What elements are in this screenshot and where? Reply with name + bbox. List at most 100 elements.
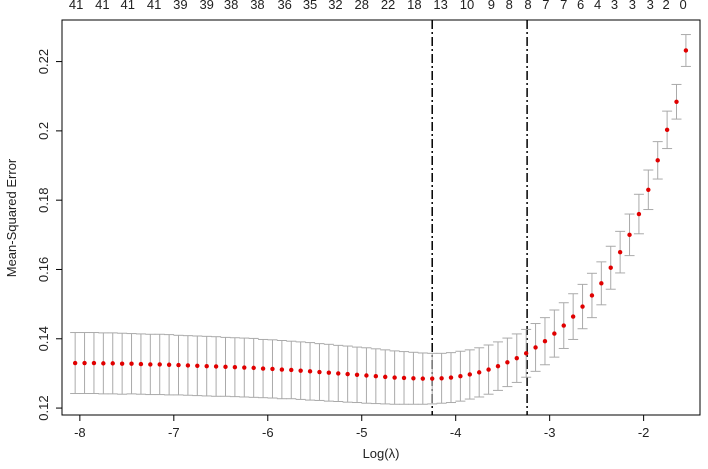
top-axis-label: 39 bbox=[173, 0, 187, 12]
point bbox=[326, 370, 332, 375]
point bbox=[72, 360, 78, 366]
y-tick-label: 0.22 bbox=[36, 49, 51, 74]
point bbox=[148, 362, 153, 367]
point bbox=[242, 365, 247, 370]
point bbox=[552, 331, 557, 336]
x-tick-label: -7 bbox=[168, 425, 180, 440]
point bbox=[317, 369, 322, 375]
point bbox=[213, 364, 219, 369]
top-axis-label: 0 bbox=[679, 0, 686, 12]
point bbox=[354, 372, 360, 378]
top-axis-label: 32 bbox=[328, 0, 342, 12]
point bbox=[580, 304, 585, 309]
point bbox=[599, 281, 604, 286]
point bbox=[420, 376, 426, 381]
y-tick-label: 0.2 bbox=[36, 122, 51, 140]
point bbox=[646, 187, 651, 192]
point bbox=[636, 211, 642, 217]
point bbox=[260, 366, 266, 371]
top-axis-label: 3 bbox=[647, 0, 654, 12]
point bbox=[91, 360, 97, 366]
y-tick-label: 0.14 bbox=[36, 326, 51, 351]
top-axis-label: 6 bbox=[577, 0, 584, 12]
point bbox=[589, 293, 595, 298]
point bbox=[458, 373, 463, 379]
point bbox=[251, 365, 256, 371]
y-tick-label: 0.16 bbox=[36, 257, 51, 282]
point bbox=[523, 351, 529, 356]
point bbox=[505, 360, 510, 365]
point bbox=[476, 370, 482, 375]
top-axis-label: 38 bbox=[250, 0, 264, 12]
y-axis-label: Mean-Squared Error bbox=[4, 158, 19, 277]
point bbox=[430, 376, 435, 381]
point bbox=[392, 375, 397, 380]
point bbox=[514, 355, 519, 361]
top-axis-label: 2 bbox=[663, 0, 670, 12]
point bbox=[561, 323, 566, 328]
point bbox=[627, 232, 632, 238]
point bbox=[401, 375, 407, 381]
point bbox=[364, 373, 369, 378]
point bbox=[176, 362, 181, 368]
point bbox=[608, 265, 613, 270]
point bbox=[279, 367, 285, 372]
x-axis-label: Log(λ) bbox=[363, 446, 400, 461]
x-tick-label: -4 bbox=[450, 425, 462, 440]
y-tick-label: 0.12 bbox=[36, 395, 51, 420]
point bbox=[289, 367, 294, 373]
top-axis-label: 13 bbox=[433, 0, 447, 12]
top-axis-label: 8 bbox=[506, 0, 513, 12]
y-tick-label: 0.18 bbox=[36, 188, 51, 213]
top-axis-label: 3 bbox=[629, 0, 636, 12]
point bbox=[307, 369, 313, 374]
top-axis-label: 4 bbox=[594, 0, 601, 12]
x-tick-label: -3 bbox=[544, 425, 556, 440]
point bbox=[195, 363, 200, 368]
top-axis-label: 7 bbox=[542, 0, 549, 12]
point bbox=[533, 345, 538, 350]
top-axis-label: 41 bbox=[121, 0, 135, 12]
point bbox=[617, 249, 623, 255]
point bbox=[495, 363, 501, 369]
point bbox=[664, 127, 670, 133]
point bbox=[345, 371, 350, 377]
top-axis-label: 36 bbox=[277, 0, 291, 12]
top-axis-label: 22 bbox=[381, 0, 395, 12]
point bbox=[383, 374, 388, 380]
point bbox=[655, 158, 660, 163]
point bbox=[674, 99, 679, 104]
point bbox=[138, 361, 144, 367]
point bbox=[411, 376, 416, 381]
point bbox=[185, 363, 191, 368]
top-axis-label: 8 bbox=[524, 0, 531, 12]
point bbox=[570, 314, 576, 319]
point bbox=[223, 364, 228, 370]
point bbox=[166, 362, 172, 367]
point bbox=[542, 338, 548, 344]
point bbox=[82, 360, 87, 366]
top-axis-label: 18 bbox=[407, 0, 421, 12]
point bbox=[683, 48, 689, 53]
top-axis-label: 41 bbox=[147, 0, 161, 12]
top-axis-label: 7 bbox=[560, 0, 567, 12]
point bbox=[204, 363, 209, 369]
x-tick-label: -5 bbox=[356, 425, 368, 440]
point bbox=[486, 367, 491, 372]
top-axis-label: 10 bbox=[460, 0, 474, 12]
point bbox=[129, 361, 134, 366]
top-axis-label: 38 bbox=[224, 0, 238, 12]
point bbox=[270, 366, 275, 372]
x-tick-label: -2 bbox=[638, 425, 650, 440]
point bbox=[467, 372, 472, 377]
top-axis-label: 41 bbox=[95, 0, 109, 12]
point bbox=[157, 362, 162, 367]
point bbox=[119, 361, 125, 366]
point bbox=[298, 368, 303, 373]
top-axis-label: 3 bbox=[611, 0, 618, 12]
top-axis-label: 35 bbox=[303, 0, 317, 12]
point bbox=[439, 376, 444, 381]
point bbox=[110, 361, 115, 366]
top-axis-label: 9 bbox=[488, 0, 495, 12]
